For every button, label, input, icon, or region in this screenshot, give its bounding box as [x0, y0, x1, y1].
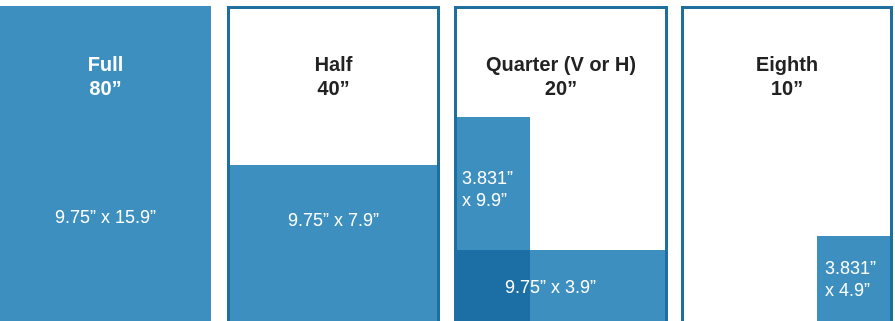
eighth-page-title: Eighth 10”	[684, 53, 890, 101]
half-page-panel: Half 40” 9.75” x 7.9”	[227, 6, 440, 321]
quarter-page-label: Quarter (V or H)	[485, 54, 637, 76]
eighth-page-price: 10”	[770, 78, 804, 100]
full-page-title: Full 80”	[0, 53, 211, 101]
eighth-page-dimensions: 3.831” x 4.9”	[825, 257, 876, 301]
half-page-fill	[230, 165, 437, 321]
quarter-horizontal-dimensions: 9.75” x 3.9”	[505, 277, 597, 297]
eighth-page-fill	[817, 236, 890, 321]
half-page-dimensions: 9.75” x 7.9”	[287, 210, 380, 230]
quarter-page-panel: Quarter (V or H) 20” 3.831” x 9.9” 9.75”…	[454, 6, 668, 321]
half-page-title: Half 40”	[230, 53, 437, 101]
quarter-vertical-dimensions: 3.831” x 9.9”	[462, 167, 513, 211]
half-page-price: 40”	[317, 78, 350, 100]
eighth-page-width: 3.831”	[825, 258, 877, 278]
quarter-overlap-fill	[457, 250, 530, 321]
quarter-page-title: Quarter (V or H) 20”	[457, 53, 665, 101]
full-page-dimensions: 9.75” x 15.9”	[54, 207, 157, 227]
half-page-label: Half	[314, 54, 353, 76]
quarter-page-price: 20”	[544, 78, 578, 100]
full-page-panel: Full 80” 9.75” x 15.9”	[0, 6, 211, 321]
full-page-price: 80”	[89, 78, 122, 100]
full-page-label: Full	[87, 54, 124, 76]
eighth-page-label: Eighth	[755, 54, 819, 76]
eighth-page-height: x 4.9”	[825, 280, 871, 300]
quarter-vertical-height: x 9.9”	[462, 190, 508, 210]
eighth-page-panel: Eighth 10” 3.831” x 4.9”	[681, 6, 893, 321]
quarter-vertical-width: 3.831”	[462, 168, 514, 188]
